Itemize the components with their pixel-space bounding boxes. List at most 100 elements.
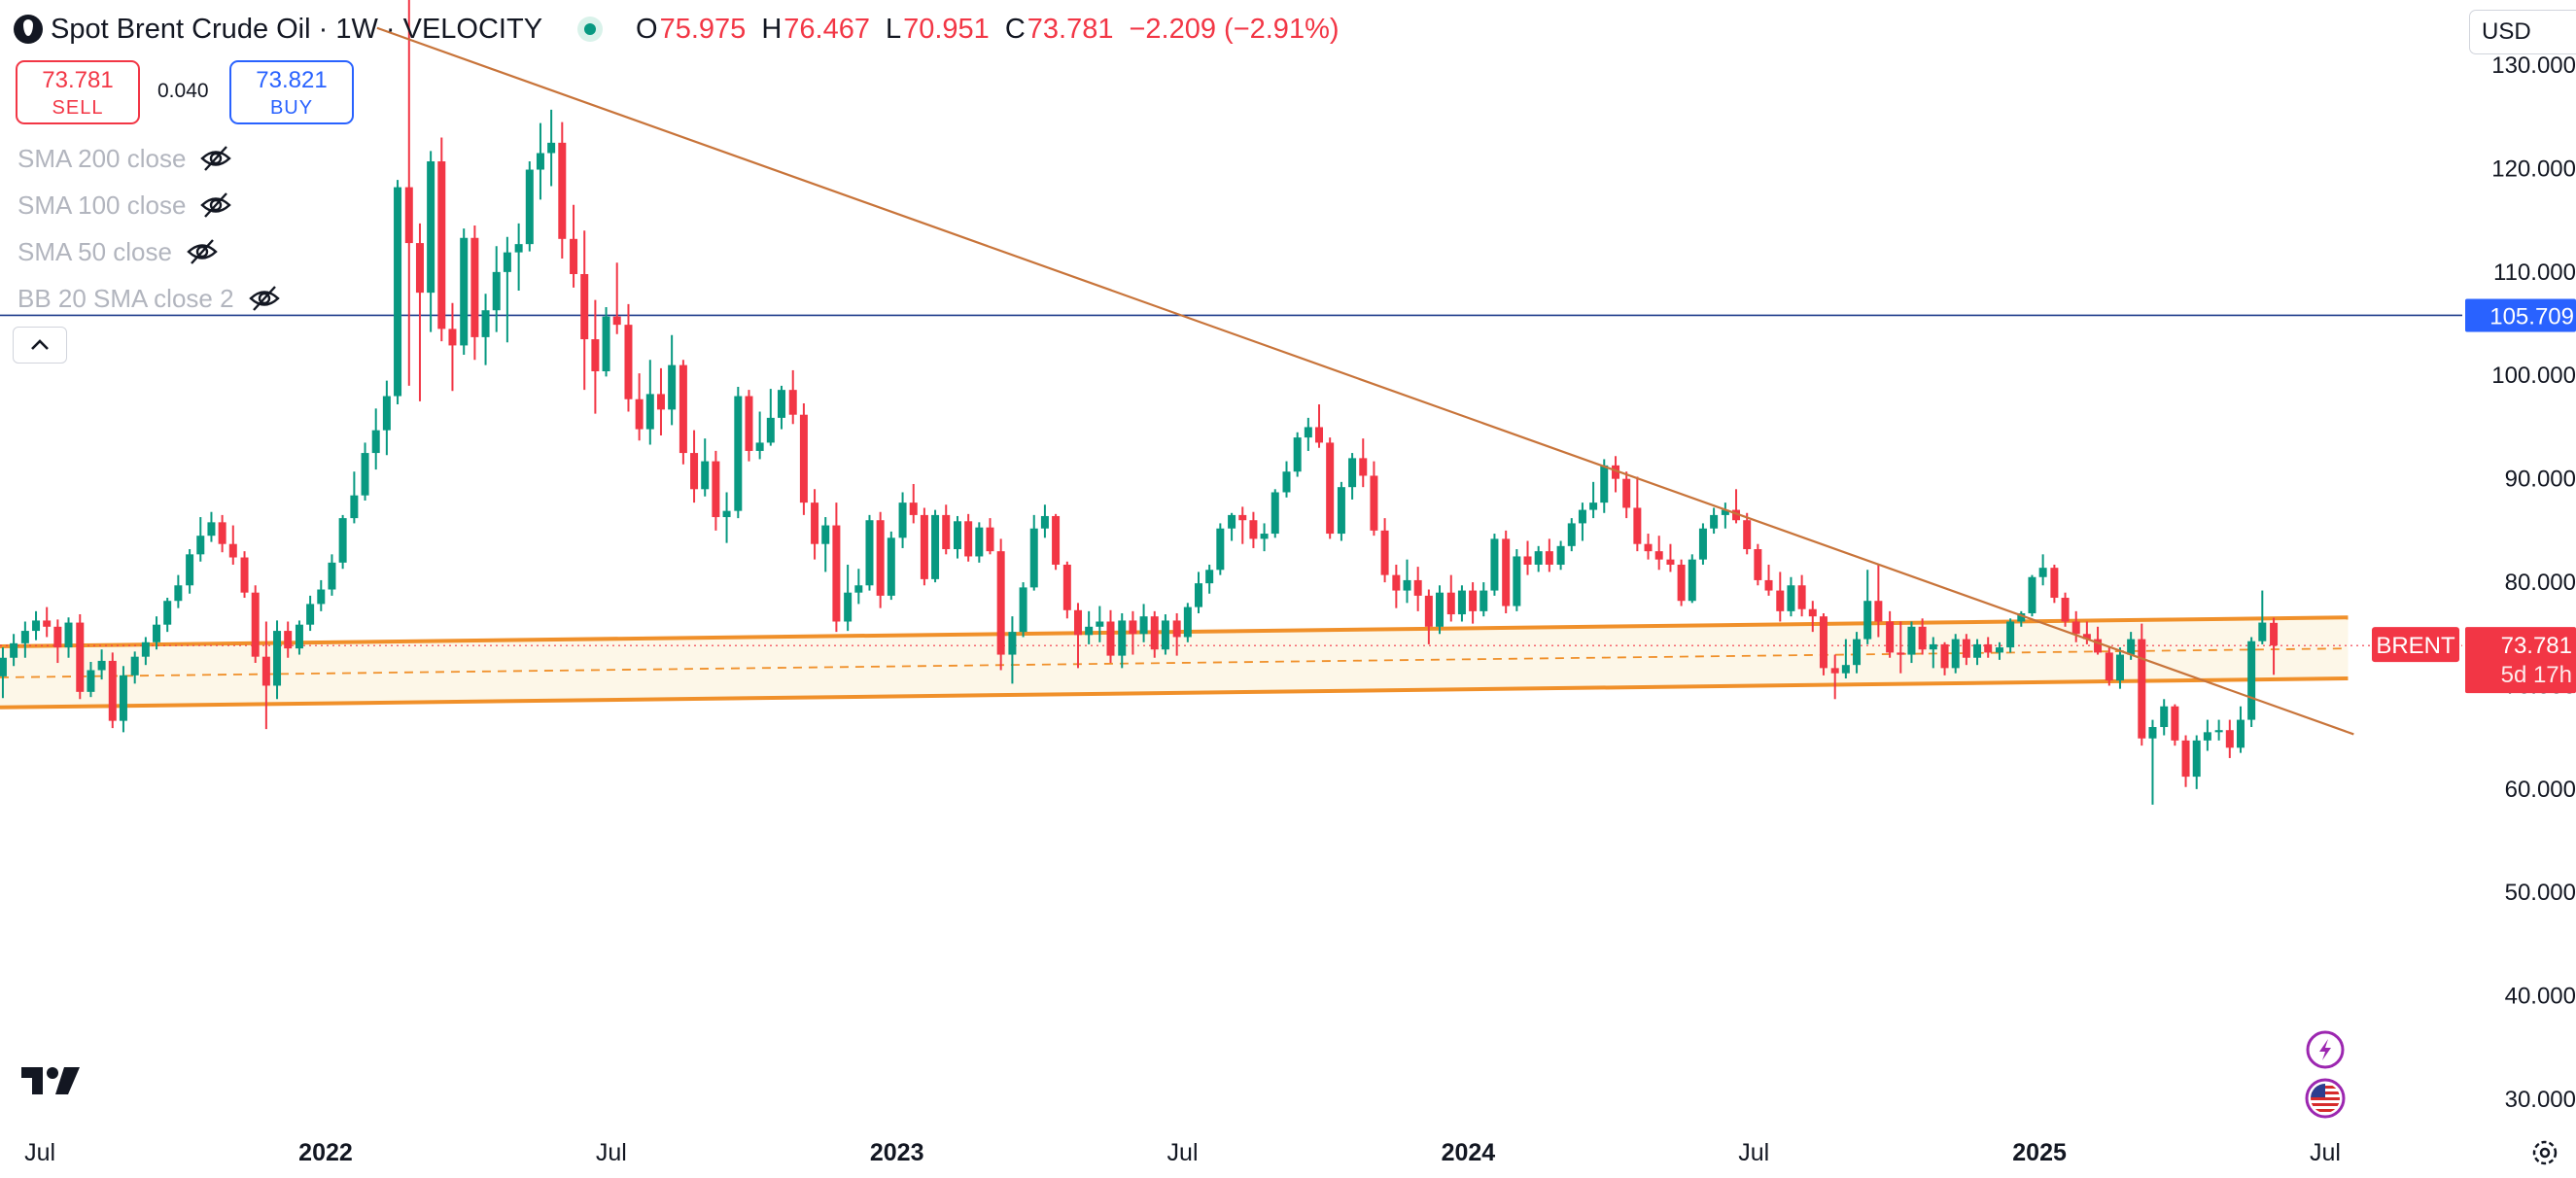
candle[interactable]	[1073, 603, 1082, 669]
candle[interactable]	[2038, 554, 2047, 586]
candle[interactable]	[1370, 461, 1378, 537]
candle[interactable]	[2258, 590, 2267, 644]
candle[interactable]	[799, 402, 808, 515]
candle[interactable]	[350, 471, 359, 524]
indicator-sma-200[interactable]: SMA 200 close	[17, 141, 232, 176]
candle[interactable]	[909, 483, 918, 524]
candle[interactable]	[295, 620, 303, 655]
us-flag-icon[interactable]	[2305, 1078, 2346, 1119]
candle[interactable]	[1556, 540, 1565, 571]
candle[interactable]	[1282, 461, 1291, 498]
candle[interactable]	[20, 621, 29, 658]
candle[interactable]	[722, 492, 731, 543]
candle[interactable]	[141, 637, 150, 666]
sell-button[interactable]: 73.781 SELL	[16, 60, 140, 124]
candle[interactable]	[1040, 504, 1049, 538]
candle[interactable]	[975, 522, 984, 563]
candle[interactable]	[2094, 626, 2103, 655]
candle[interactable]	[1392, 564, 1401, 608]
candle[interactable]	[2203, 719, 2211, 751]
eye-off-icon[interactable]	[248, 282, 281, 315]
candle[interactable]	[1205, 564, 1214, 594]
candle[interactable]	[1293, 432, 1302, 477]
candle[interactable]	[1436, 585, 1445, 635]
candle[interactable]	[1787, 576, 1795, 617]
candle[interactable]	[273, 620, 282, 700]
candle[interactable]	[261, 621, 270, 730]
candle[interactable]	[119, 666, 127, 733]
candle[interactable]	[87, 661, 95, 698]
candle[interactable]	[1052, 513, 1061, 571]
candle[interactable]	[920, 507, 928, 586]
candle[interactable]	[1523, 540, 1532, 575]
candle[interactable]	[394, 180, 402, 405]
candle[interactable]	[2148, 719, 2157, 805]
eye-off-icon[interactable]	[186, 235, 219, 268]
gear-icon[interactable]	[2532, 1140, 2558, 1165]
candle[interactable]	[1249, 511, 1258, 548]
candle[interactable]	[1271, 489, 1279, 538]
buy-button[interactable]: 73.821 BUY	[229, 60, 354, 124]
candle[interactable]	[338, 514, 347, 570]
candle[interactable]	[228, 525, 237, 565]
candle[interactable]	[1534, 545, 1543, 572]
candle[interactable]	[558, 121, 567, 260]
candle[interactable]	[43, 606, 52, 638]
candle[interactable]	[1337, 481, 1345, 541]
candle[interactable]	[1183, 603, 1192, 642]
candle[interactable]	[2105, 647, 2113, 686]
candle[interactable]	[1359, 438, 1368, 488]
trendline[interactable]	[376, 26, 2354, 736]
candle[interactable]	[2160, 699, 2169, 736]
candle[interactable]	[2115, 647, 2124, 689]
candle[interactable]	[10, 634, 18, 667]
candle[interactable]	[745, 390, 753, 462]
candle[interactable]	[163, 598, 172, 633]
candle[interactable]	[580, 230, 589, 391]
candle[interactable]	[1589, 481, 1598, 519]
candle[interactable]	[108, 652, 117, 729]
candle[interactable]	[2236, 706, 2245, 753]
candle[interactable]	[1886, 610, 1895, 658]
candle[interactable]	[811, 489, 819, 560]
candle[interactable]	[1578, 502, 1586, 541]
candle[interactable]	[1710, 507, 1719, 535]
candle[interactable]	[2225, 719, 2234, 758]
candle[interactable]	[1841, 639, 1850, 679]
candle[interactable]	[1172, 612, 1181, 656]
candle[interactable]	[734, 386, 743, 519]
candle[interactable]	[1732, 489, 1741, 524]
candle[interactable]	[1424, 589, 1433, 644]
candle[interactable]	[2028, 574, 2036, 617]
eye-off-icon[interactable]	[199, 189, 232, 222]
candle[interactable]	[2270, 617, 2279, 676]
candle[interactable]	[97, 649, 106, 680]
candle[interactable]	[448, 302, 457, 392]
candle[interactable]	[942, 504, 951, 555]
candle[interactable]	[1567, 518, 1576, 552]
candle[interactable]	[1129, 610, 1137, 655]
candle[interactable]	[64, 617, 73, 658]
indicator-bb-20[interactable]: BB 20 SMA close 2	[17, 281, 281, 316]
candle[interactable]	[2214, 719, 2223, 741]
candle[interactable]	[1019, 582, 1027, 638]
indicator-sma-50[interactable]: SMA 50 close	[17, 234, 219, 269]
candle[interactable]	[1403, 559, 1411, 604]
candle[interactable]	[437, 137, 446, 342]
candle[interactable]	[1502, 530, 1511, 613]
candle[interactable]	[1096, 606, 1104, 642]
candle[interactable]	[415, 223, 424, 401]
candle[interactable]	[876, 511, 885, 608]
candle[interactable]	[0, 647, 7, 699]
candle[interactable]	[460, 228, 469, 355]
candle[interactable]	[1754, 543, 1762, 586]
candle[interactable]	[755, 411, 764, 460]
candle[interactable]	[656, 367, 665, 435]
candle[interactable]	[1260, 523, 1269, 552]
candle[interactable]	[2192, 735, 2201, 789]
candle[interactable]	[2071, 610, 2080, 642]
candle[interactable]	[382, 380, 391, 456]
candle[interactable]	[1654, 536, 1663, 571]
candle[interactable]	[1644, 534, 1653, 560]
candle[interactable]	[371, 408, 380, 470]
